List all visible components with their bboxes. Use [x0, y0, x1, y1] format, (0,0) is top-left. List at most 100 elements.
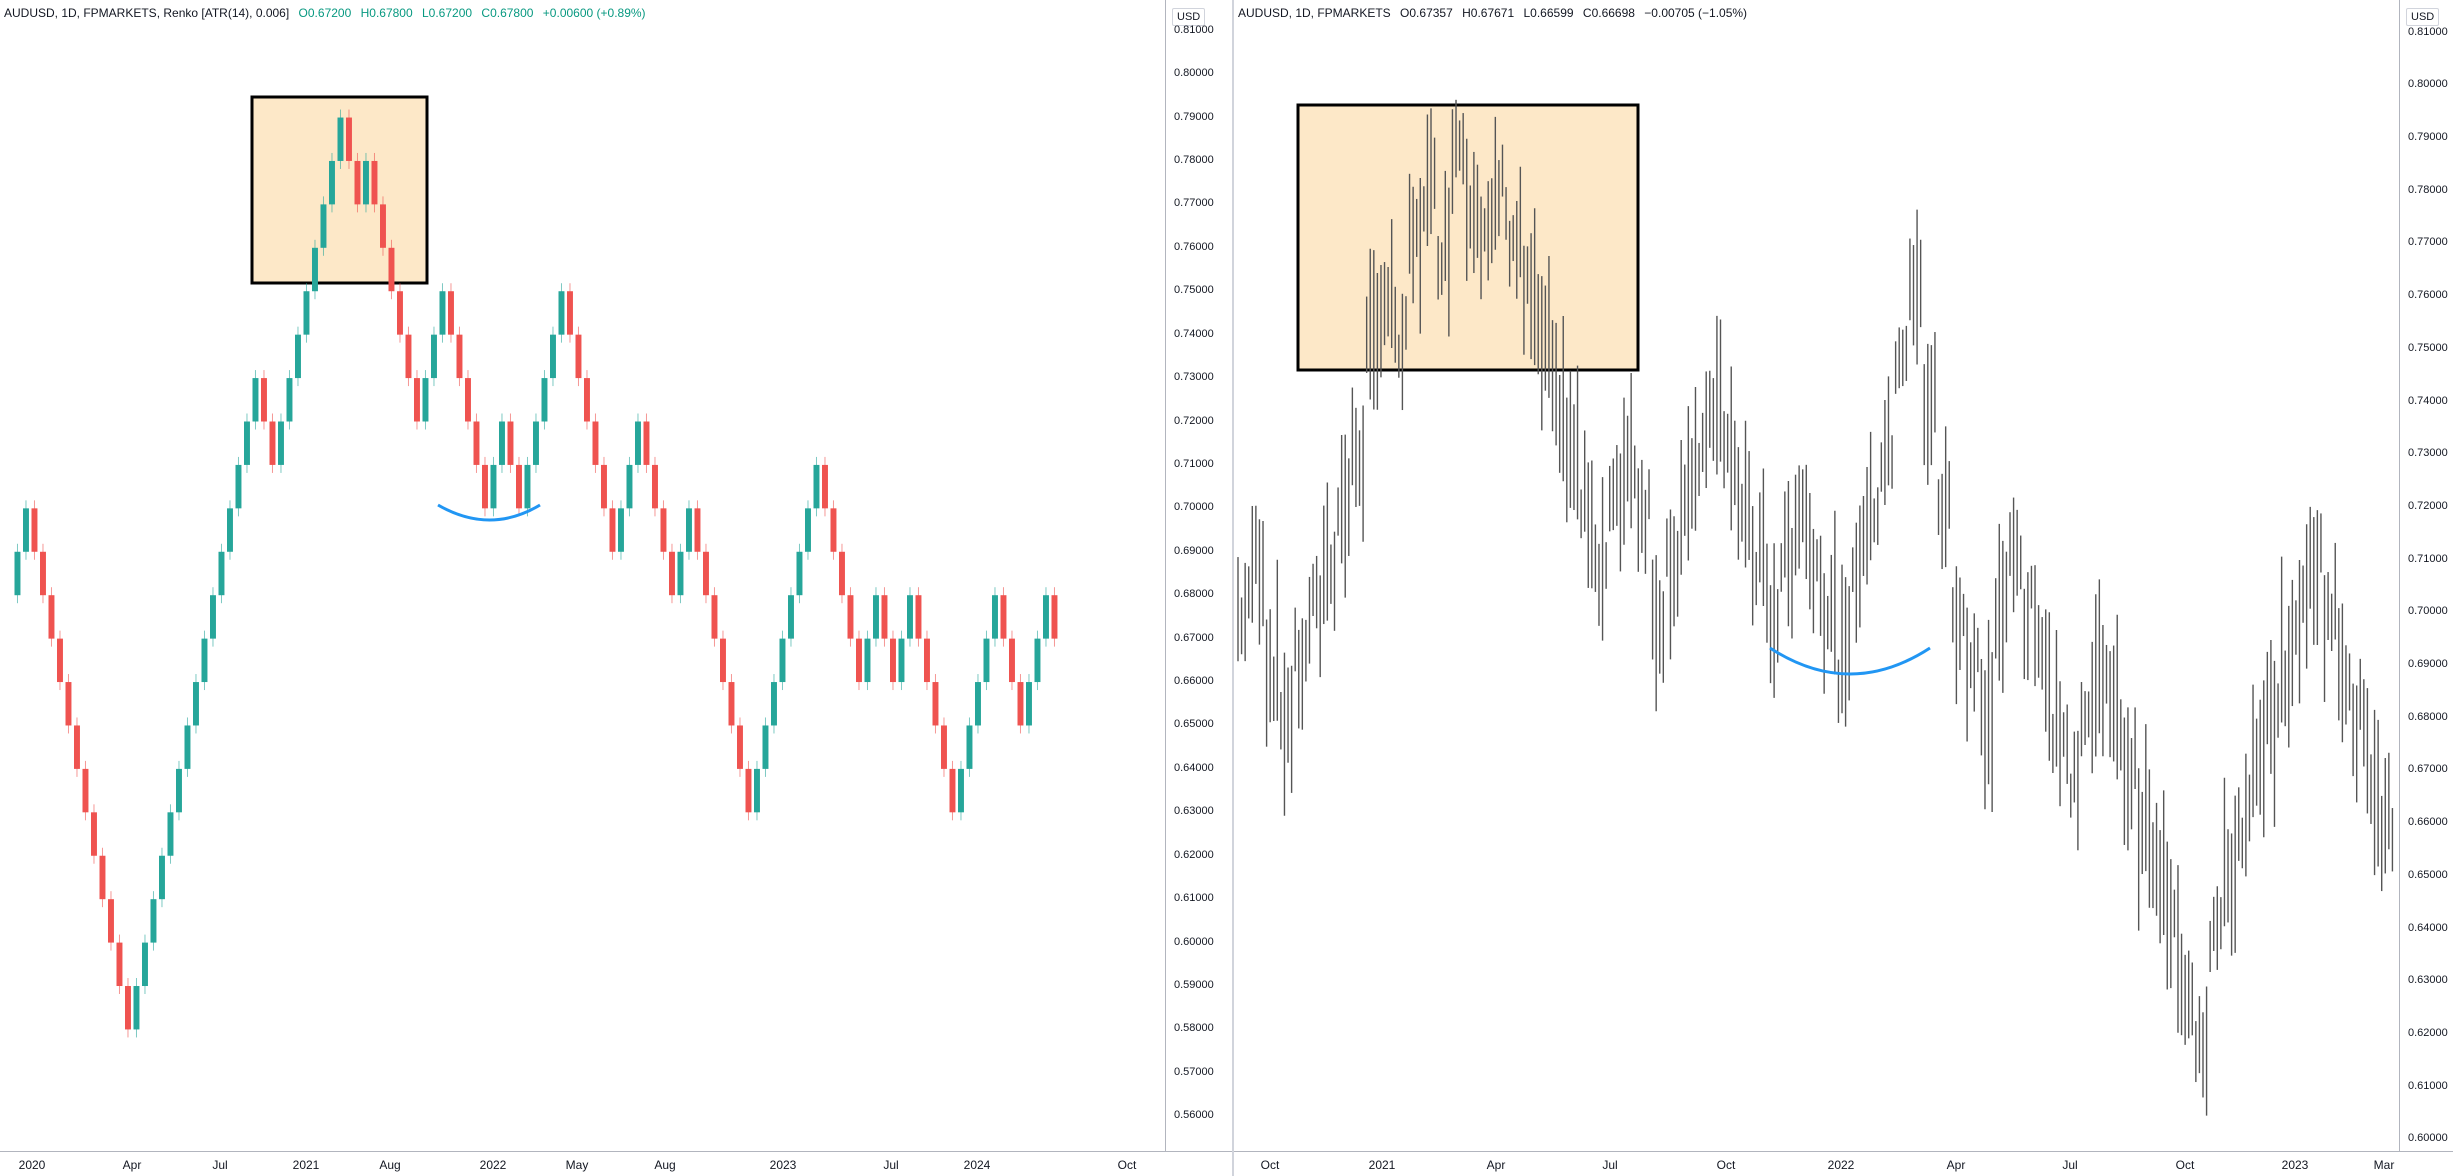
- price-tick-label: 0.81000: [2408, 25, 2448, 38]
- renko-brick: [847, 595, 854, 639]
- price-tick-label: 0.75000: [2408, 341, 2448, 354]
- left-close: C0.67800: [481, 6, 534, 20]
- renko-brick: [686, 508, 692, 552]
- right-chart-pane[interactable]: AUDUSD, 1D, FPMARKETS O0.67357 H0.67671 …: [1234, 0, 2453, 1176]
- renko-brick: [337, 117, 344, 161]
- renko-brick: [456, 334, 463, 379]
- renko-brick: [839, 551, 845, 596]
- renko-brick: [252, 378, 259, 422]
- renko-brick: [958, 768, 964, 813]
- price-tick-label: 0.79000: [1174, 110, 1214, 123]
- renko-brick: [261, 378, 267, 422]
- price-tick-label: 0.70000: [1174, 501, 1214, 514]
- right-time-axis[interactable]: Oct 2021 Apr Jul Oct 2022 Apr Jul Oct 2023 Mar: [1234, 1151, 2453, 1176]
- right-currency-badge[interactable]: USD: [2406, 8, 2440, 26]
- renko-brick: [737, 725, 743, 769]
- renko-brick: [286, 378, 293, 422]
- left-symbol[interactable]: AUDUSD, 1D, FPMARKETS, Renko [ATR(14), 0…: [4, 6, 290, 20]
- right-symbol[interactable]: AUDUSD, 1D, FPMARKETS: [1238, 6, 1391, 20]
- renko-brick: [703, 551, 709, 596]
- renko-brick: [796, 551, 803, 596]
- renko-brick: [346, 117, 352, 161]
- left-time-axis[interactable]: 2020 Apr Jul 2021 Aug 2022 May Aug 2023 Jul 2024 Oc…: [0, 1151, 1232, 1176]
- time-tick-label: Apr: [1486, 1158, 1506, 1172]
- price-tick-label: 0.81000: [1174, 23, 1214, 36]
- renko-brick: [14, 551, 21, 596]
- renko-brick: [694, 508, 701, 552]
- renko-brick: [907, 595, 913, 639]
- price-tick-label: 0.57000: [1174, 1065, 1214, 1078]
- right-change: −0.00705 (−1.05%): [1644, 6, 1748, 20]
- price-tick-label: 0.78000: [1174, 153, 1214, 166]
- price-tick-label: 0.69000: [1174, 544, 1214, 557]
- left-price-axis[interactable]: USD 0.81000 0.80000 0.79000 0.78000 0.77000 0…: [1165, 0, 1233, 1176]
- price-tick-label: 0.61000: [1174, 892, 1214, 905]
- time-tick-label: 2022: [1827, 1158, 1855, 1172]
- right-low: L0.66599: [1523, 6, 1574, 20]
- pane-divider[interactable]: [1232, 0, 1234, 1176]
- renko-brick: [898, 638, 905, 683]
- price-tick-label: 0.61000: [2408, 1079, 2448, 1092]
- renko-brick: [380, 204, 386, 248]
- renko-brick: [550, 334, 556, 379]
- renko-brick: [490, 464, 497, 509]
- right-legend: AUDUSD, 1D, FPMARKETS O0.67357 H0.67671 …: [1238, 6, 1753, 20]
- renko-brick: [235, 464, 242, 509]
- renko-brick: [48, 595, 55, 639]
- renko-brick: [244, 421, 250, 465]
- price-tick-label: 0.77000: [1174, 197, 1214, 210]
- renko-brick: [422, 378, 429, 422]
- time-tick-label: Oct: [1117, 1158, 1137, 1172]
- renko-brick: [533, 421, 539, 465]
- left-low: L0.67200: [422, 6, 473, 20]
- renko-brick: [329, 160, 335, 205]
- renko-brick: [405, 334, 412, 379]
- price-tick-label: 0.74000: [2408, 394, 2448, 407]
- renko-brick: [609, 508, 616, 552]
- renko-brick: [788, 595, 794, 639]
- price-tick-label: 0.80000: [1174, 67, 1214, 80]
- left-chart-pane[interactable]: AUDUSD, 1D, FPMARKETS, Renko [ATR(14), 0…: [0, 0, 1233, 1176]
- renko-brick: [524, 464, 531, 509]
- price-tick-label: 0.60000: [1174, 935, 1214, 948]
- renko-brick: [354, 160, 361, 205]
- price-tick-label: 0.62000: [2408, 1027, 2448, 1040]
- time-tick-label: May: [565, 1158, 589, 1172]
- renko-brick: [150, 899, 157, 943]
- renko-brick: [762, 725, 769, 769]
- price-tick-label: 0.68000: [1174, 588, 1214, 601]
- renko-brick: [1000, 595, 1007, 639]
- renko-brick: [558, 291, 565, 335]
- renko-brick: [830, 508, 837, 552]
- renko-brick: [176, 768, 182, 813]
- price-tick-label: 0.66000: [2408, 816, 2448, 829]
- price-tick-label: 0.70000: [2408, 605, 2448, 618]
- renko-brick: [711, 595, 718, 639]
- renko-brick: [40, 551, 46, 596]
- right-chart-canvas[interactable]: [1234, 0, 2399, 1152]
- price-tick-label: 0.67000: [1174, 631, 1214, 644]
- time-tick-label: Oct: [2175, 1158, 2195, 1172]
- price-tick-label: 0.71000: [1174, 457, 1214, 470]
- renko-brick: [278, 421, 284, 465]
- renko-brick: [473, 421, 480, 465]
- price-tick-label: 0.62000: [1174, 848, 1214, 861]
- time-tick-label: 2020: [18, 1158, 46, 1172]
- renko-brick: [601, 464, 607, 509]
- renko-brick: [626, 464, 633, 509]
- left-currency-badge[interactable]: USD: [1172, 8, 1206, 26]
- renko-brick: [312, 247, 318, 292]
- renko-brick: [652, 464, 658, 509]
- price-tick-label: 0.75000: [1174, 284, 1214, 297]
- price-tick-label: 0.72000: [2408, 499, 2448, 512]
- renko-brick: [924, 638, 930, 683]
- left-chart-canvas[interactable]: [0, 0, 1165, 1152]
- right-price-axis[interactable]: USD 0.81000 0.80000 0.79000 0.78000 0.77000 0…: [2399, 0, 2453, 1176]
- price-tick-label: 0.73000: [2408, 447, 2448, 460]
- renko-brick: [966, 725, 973, 769]
- time-tick-label: 2021: [292, 1158, 320, 1172]
- renko-brick: [201, 638, 208, 683]
- renko-brick: [363, 160, 369, 205]
- renko-brick: [1017, 682, 1024, 726]
- renko-brick: [635, 421, 641, 465]
